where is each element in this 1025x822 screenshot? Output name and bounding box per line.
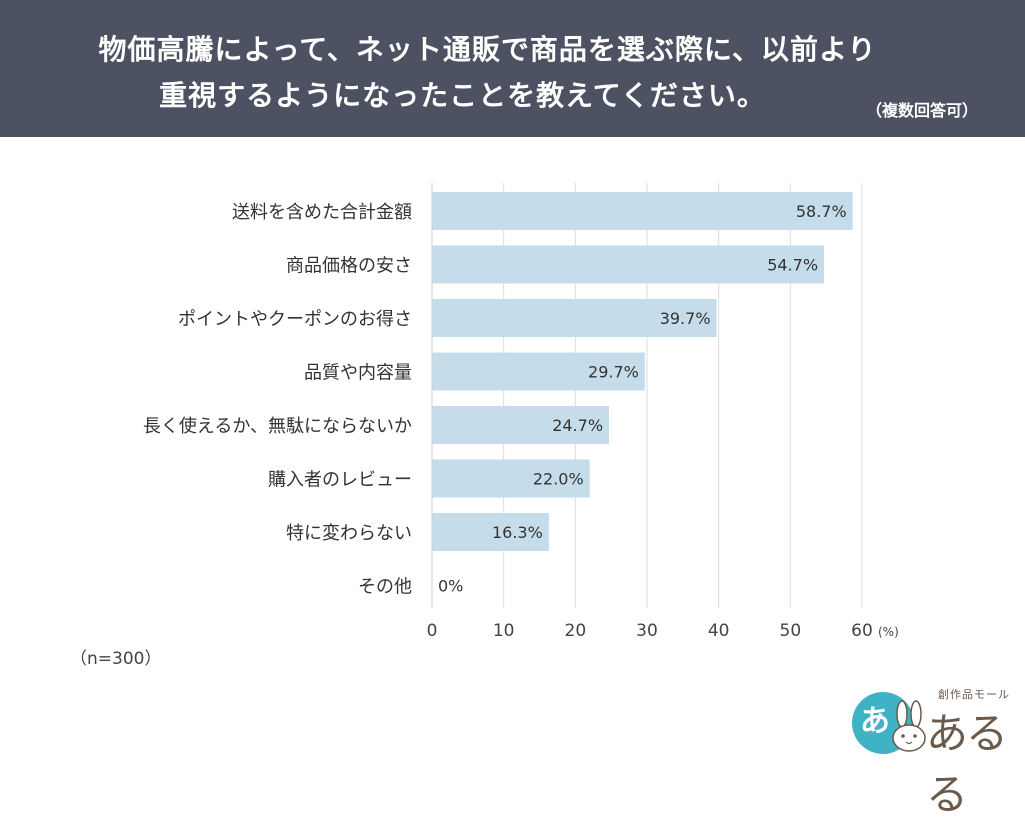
bar-value-label: 22.0% — [533, 470, 584, 489]
multiple-answers-note: （複数回答可） — [866, 101, 979, 120]
logo-subtitle: 創作品モール — [938, 688, 1010, 701]
chart-title-line1: 物価高騰によって、ネット通販で商品を選ぶ際に、以前より — [98, 33, 877, 66]
category-label: 長く使えるか、無駄にならないか — [143, 416, 412, 437]
chart-title-line2: 重視するようになったことを教えてください。 — [159, 79, 766, 112]
x-tick-label: 0 — [427, 621, 438, 641]
bar — [432, 245, 825, 284]
bar-value-label: 0% — [438, 577, 463, 596]
x-tick-label: 30 — [636, 621, 658, 641]
bar — [432, 192, 853, 230]
x-unit-label: (%) — [878, 625, 899, 639]
bar-value-label: 24.7% — [552, 416, 603, 435]
category-label: 特に変わらない — [286, 523, 412, 544]
category-label: その他 — [358, 577, 412, 598]
category-label: 商品価格の安さ — [286, 256, 412, 277]
rabbit-icon — [892, 700, 926, 752]
category-label: ポイントやクーポンのお得さ — [178, 309, 412, 330]
x-tick-label: 20 — [565, 621, 587, 641]
bar — [432, 513, 549, 551]
category-label: 送料を含めた合計金額 — [232, 202, 412, 223]
sample-size-label: （n=300） — [70, 649, 162, 669]
logo-wordmark: あるる — [926, 709, 1008, 819]
bar-chart: 0 10 20 30 40 50 60 (%) 58.7% 送料を含めた合計金額 54.7% 商品価格… — [143, 183, 899, 641]
logo-small-char: あ — [860, 704, 890, 739]
bar-value-label: 54.7% — [767, 256, 818, 275]
bar-value-label: 29.7% — [588, 363, 639, 382]
x-tick-label: 40 — [708, 621, 730, 641]
bar — [432, 406, 610, 444]
x-tick-label: 50 — [780, 621, 802, 641]
category-label: 品質や内容量 — [304, 363, 412, 384]
bar — [432, 459, 590, 498]
logo: あ 創作品モール あるる — [852, 680, 1017, 819]
bar-value-label: 39.7% — [660, 309, 711, 328]
category-label: 購入者のレビュー — [268, 470, 412, 491]
bar — [432, 352, 645, 391]
bar-value-label: 58.7% — [796, 202, 847, 221]
title-banner: 物価高騰によって、ネット通販で商品を選ぶ際に、以前より 重視するようになったこと… — [0, 0, 1025, 137]
x-tick-label: 10 — [493, 621, 515, 641]
bar-value-label: 16.3% — [492, 523, 543, 542]
x-tick-label: 60 — [851, 621, 873, 641]
bar — [432, 299, 717, 337]
